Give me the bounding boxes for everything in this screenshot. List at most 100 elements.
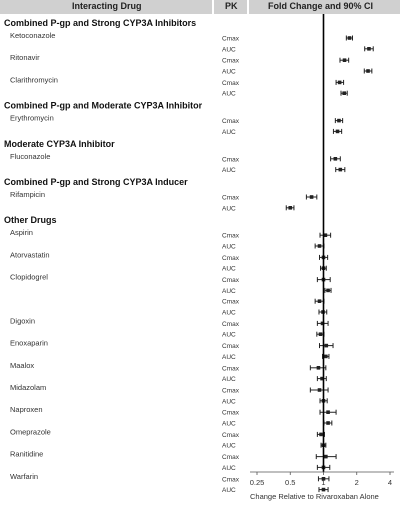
point-estimate bbox=[326, 421, 330, 425]
pk-label: AUC bbox=[222, 332, 236, 339]
pk-label: Cmax bbox=[222, 277, 240, 284]
point-estimate bbox=[324, 343, 329, 348]
x-tick-label: 0.5 bbox=[285, 478, 295, 487]
point-estimate bbox=[367, 47, 371, 51]
point-estimate bbox=[288, 206, 293, 210]
point-estimate bbox=[337, 80, 342, 85]
pk-label: AUC bbox=[222, 69, 236, 76]
point-estimate bbox=[317, 388, 322, 392]
header-pk: PK bbox=[225, 1, 238, 11]
group-title: Moderate CYP3A Inhibitor bbox=[4, 139, 115, 149]
header-fold-change: Fold Change and 90% CI bbox=[268, 1, 374, 11]
group-title: Combined P-gp and Strong CYP3A Inhibitor… bbox=[4, 18, 196, 28]
point-estimate bbox=[318, 332, 323, 336]
point-estimate bbox=[324, 354, 328, 359]
drug-name: Midazolam bbox=[10, 383, 46, 392]
header-interacting-drug: Interacting Drug bbox=[72, 1, 142, 11]
pk-label: Cmax bbox=[222, 233, 240, 240]
pk-label: Cmax bbox=[222, 321, 240, 328]
pk-label: Cmax bbox=[222, 156, 240, 163]
pk-label: AUC bbox=[222, 205, 236, 212]
point-estimate bbox=[317, 244, 322, 248]
pk-label: AUC bbox=[222, 421, 236, 428]
point-estimate bbox=[342, 58, 347, 62]
pk-label: AUC bbox=[222, 310, 236, 317]
drug-name: Fluconazole bbox=[10, 152, 50, 161]
drug-name: Naproxen bbox=[10, 405, 43, 414]
pk-label: Cmax bbox=[222, 365, 240, 372]
pk-label: Cmax bbox=[222, 80, 240, 87]
drug-name: Ritonavir bbox=[10, 53, 40, 62]
group-title: Combined P-gp and Moderate CYP3A Inhibit… bbox=[4, 101, 203, 111]
point-estimate bbox=[366, 69, 370, 73]
point-estimate bbox=[309, 195, 314, 199]
pk-label: AUC bbox=[222, 443, 236, 450]
point-estimate bbox=[326, 410, 330, 414]
point-estimate bbox=[316, 366, 321, 370]
x-axis-label: Change Relative to Rivaroxaban Alone bbox=[250, 492, 379, 501]
pk-label: Cmax bbox=[222, 410, 240, 417]
pk-label: AUC bbox=[222, 167, 236, 174]
pk-label: AUC bbox=[222, 465, 236, 472]
pk-label: AUC bbox=[222, 266, 236, 273]
pk-label: Cmax bbox=[222, 432, 240, 439]
drug-name: Ketoconazole bbox=[10, 31, 55, 40]
x-tick-label: 4 bbox=[388, 478, 392, 487]
drug-name: Warfarin bbox=[10, 472, 38, 481]
drug-name: Ranitidine bbox=[10, 450, 43, 459]
drug-name: Clopidogrel bbox=[10, 273, 48, 282]
pk-label: AUC bbox=[222, 398, 236, 405]
group-title: Other Drugs bbox=[4, 215, 57, 225]
pk-label: AUC bbox=[222, 91, 236, 98]
pk-label: Cmax bbox=[222, 118, 240, 125]
x-tick-label: 2 bbox=[355, 478, 359, 487]
point-estimate bbox=[326, 288, 330, 293]
pk-label: AUC bbox=[222, 487, 236, 494]
drug-name: Omeprazole bbox=[10, 427, 51, 436]
pk-label: AUC bbox=[222, 376, 236, 383]
pk-label: Cmax bbox=[222, 36, 240, 43]
point-estimate bbox=[321, 487, 326, 492]
point-estimate bbox=[335, 129, 340, 134]
pk-label: Cmax bbox=[222, 195, 240, 202]
pk-label: AUC bbox=[222, 288, 236, 295]
header-divider bbox=[212, 0, 214, 14]
point-estimate bbox=[320, 321, 325, 326]
table-header bbox=[0, 0, 400, 14]
drug-name: Atorvastatin bbox=[10, 250, 50, 259]
point-estimate bbox=[323, 233, 328, 237]
pk-label: Cmax bbox=[222, 343, 240, 350]
pk-label: Cmax bbox=[222, 299, 240, 306]
pk-label: Cmax bbox=[222, 255, 240, 262]
point-estimate bbox=[324, 454, 328, 459]
drug-name: Digoxin bbox=[10, 316, 35, 325]
point-estimate bbox=[320, 376, 324, 381]
pk-label: AUC bbox=[222, 129, 236, 136]
point-estimate bbox=[347, 36, 352, 40]
pk-label: Cmax bbox=[222, 58, 240, 65]
point-estimate bbox=[321, 477, 326, 481]
pk-label: AUC bbox=[222, 244, 236, 251]
point-estimate bbox=[317, 299, 322, 303]
pk-label: Cmax bbox=[222, 476, 240, 483]
drug-name: Aspirin bbox=[10, 228, 33, 237]
header-divider bbox=[247, 0, 249, 14]
x-tick-label: 0.25 bbox=[250, 478, 265, 487]
pk-label: AUC bbox=[222, 354, 236, 361]
pk-label: Cmax bbox=[222, 388, 240, 395]
point-estimate bbox=[333, 157, 338, 161]
drug-name: Clarithromycin bbox=[10, 75, 58, 84]
pk-label: AUC bbox=[222, 46, 236, 53]
group-title: Combined P-gp and Strong CYP3A Inducer bbox=[4, 177, 188, 187]
drug-name: Enoxaparin bbox=[10, 339, 48, 348]
drug-name: Rifampicin bbox=[10, 190, 45, 199]
drug-name: Erythromycin bbox=[10, 114, 54, 123]
point-estimate bbox=[342, 91, 347, 95]
pk-label: Cmax bbox=[222, 454, 240, 461]
point-estimate bbox=[338, 167, 343, 172]
x-tick-label: 1 bbox=[321, 478, 325, 487]
drug-name: Maalox bbox=[10, 361, 34, 370]
point-estimate bbox=[319, 432, 323, 437]
point-estimate bbox=[337, 118, 341, 123]
